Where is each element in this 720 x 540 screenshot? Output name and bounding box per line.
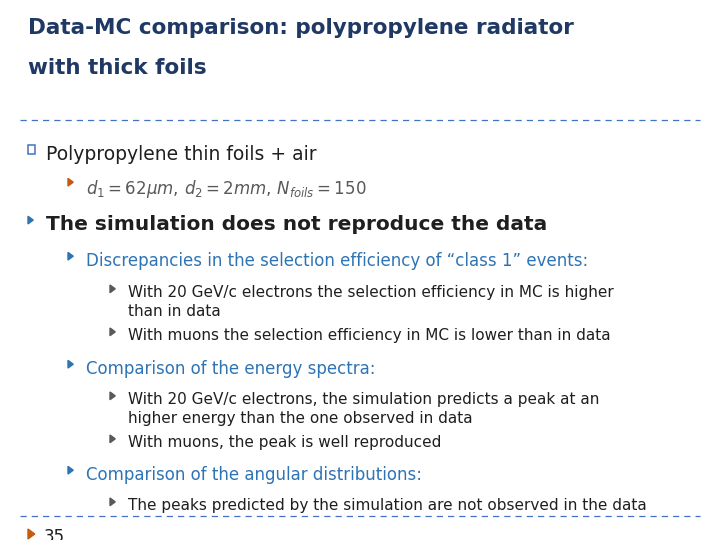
Text: With muons, the peak is well reproduced: With muons, the peak is well reproduced [128,435,441,450]
Text: With 20 GeV/c electrons, the simulation predicts a peak at an
higher energy than: With 20 GeV/c electrons, the simulation … [128,392,599,426]
Text: The peaks predicted by the simulation are not observed in the data: The peaks predicted by the simulation ar… [128,498,647,513]
Text: with thick foils: with thick foils [28,58,207,78]
Polygon shape [28,216,33,224]
Text: Data-MC comparison: polypropylene radiator: Data-MC comparison: polypropylene radiat… [28,18,574,38]
Text: Polypropylene thin foils + air: Polypropylene thin foils + air [46,145,317,164]
Polygon shape [110,498,115,505]
Polygon shape [110,328,115,336]
Polygon shape [68,178,73,186]
Polygon shape [68,252,73,260]
Text: $d_1 = 62\mu m,\, d_2 = 2mm,\, N_{foils} = 150$: $d_1 = 62\mu m,\, d_2 = 2mm,\, N_{foils}… [86,178,366,200]
Text: The simulation does not reproduce the data: The simulation does not reproduce the da… [46,215,547,234]
Text: Comparison of the energy spectra:: Comparison of the energy spectra: [86,360,376,378]
Polygon shape [68,360,73,368]
Polygon shape [110,285,115,293]
Text: Discrepancies in the selection efficiency of “class 1” events:: Discrepancies in the selection efficienc… [86,252,588,270]
Text: 35: 35 [44,528,65,540]
Text: Comparison of the angular distributions:: Comparison of the angular distributions: [86,466,422,484]
Polygon shape [110,435,115,443]
Polygon shape [28,529,35,539]
Polygon shape [110,392,115,400]
Text: With 20 GeV/c electrons the selection efficiency in MC is higher
than in data: With 20 GeV/c electrons the selection ef… [128,285,613,319]
Text: With muons the selection efficiency in MC is lower than in data: With muons the selection efficiency in M… [128,328,611,343]
Polygon shape [68,467,73,474]
